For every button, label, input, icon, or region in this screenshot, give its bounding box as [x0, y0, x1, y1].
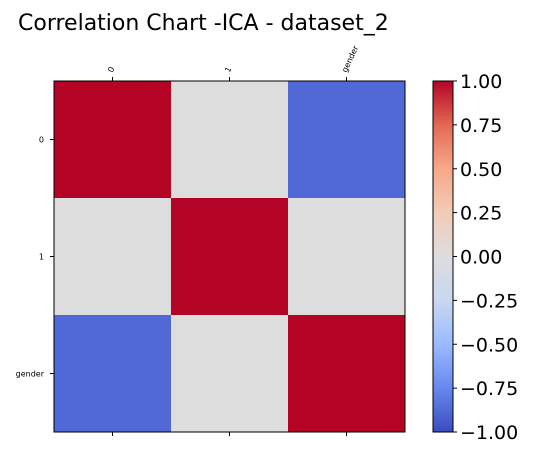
colorbar-gradient: [433, 81, 453, 432]
heatmap-cell-0-2: [288, 81, 406, 199]
colorbar-tick-label: −1.00: [460, 422, 518, 444]
colorbar-tick-label: 0.00: [460, 247, 502, 269]
heatmap-cell-1-1: [171, 198, 289, 316]
x-tick-label: 0: [106, 65, 116, 73]
colorbar-tick-label: 0.25: [460, 203, 502, 225]
chart-title: Correlation Chart -ICA - dataset_2: [18, 11, 389, 36]
y-tick-label: gender: [16, 370, 45, 379]
colorbar-tick-label: −0.50: [460, 334, 518, 356]
heatmap-cell-1-2: [288, 198, 406, 316]
heatmap-cell-0-0: [54, 81, 172, 199]
heatmap-cell-2-0: [54, 315, 172, 433]
colorbar-ticks: 1.00 0.75 0.50 0.25 0.00 −0.25 −0.50 −0.75 −1.00: [453, 71, 518, 444]
heatmap-cells: [54, 81, 406, 433]
heatmap-cell-2-2: [288, 315, 406, 433]
colorbar-tick-label: 0.50: [460, 159, 502, 181]
y-tick-label: 0: [39, 136, 44, 145]
colorbar-tick-label: 0.75: [460, 115, 502, 137]
x-tick-label: gender: [340, 44, 360, 74]
heatmap-cell-2-1: [171, 315, 289, 433]
x-tick-label: 1: [223, 65, 233, 73]
heatmap-cell-0-1: [171, 81, 289, 199]
colorbar-tick-label: 1.00: [460, 71, 502, 93]
colorbar-tick-label: −0.75: [460, 378, 518, 400]
colorbar-tick-label: −0.25: [460, 290, 518, 312]
heatmap-cell-1-0: [54, 198, 172, 316]
y-axis-ticks: 0 1 gender: [16, 136, 54, 379]
y-tick-label: 1: [39, 253, 44, 262]
